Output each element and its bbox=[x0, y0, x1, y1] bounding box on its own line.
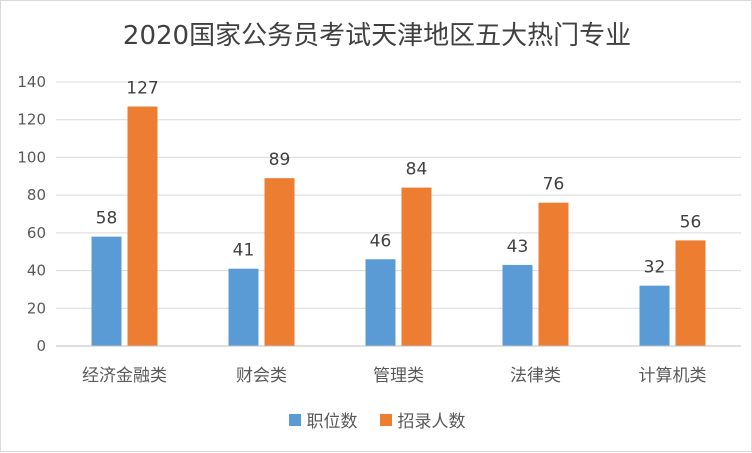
data-label-positions: 43 bbox=[507, 237, 529, 257]
y-tick-label: 60 bbox=[27, 224, 46, 242]
legend-label-recruits: 招录人数 bbox=[397, 412, 466, 432]
legend-item-recruits: 招录人数 bbox=[379, 407, 466, 432]
y-tick-label: 80 bbox=[27, 186, 46, 204]
bar-positions bbox=[228, 268, 259, 346]
bar-positions bbox=[639, 285, 670, 346]
bar-recruits bbox=[401, 187, 432, 346]
data-label-positions: 32 bbox=[644, 258, 666, 278]
bar-positions bbox=[365, 259, 396, 346]
y-tick-label: 120 bbox=[17, 111, 46, 129]
data-label-recruits: 89 bbox=[269, 150, 291, 170]
x-category-label: 计算机类 bbox=[639, 366, 707, 386]
x-category-label: 经济金融类 bbox=[82, 366, 167, 386]
legend-label-positions: 职位数 bbox=[306, 412, 358, 432]
data-label-positions: 58 bbox=[96, 209, 118, 229]
bar-positions bbox=[502, 264, 533, 346]
x-category-label: 财会类 bbox=[236, 366, 287, 386]
bar-positions bbox=[91, 236, 122, 346]
y-tick-label: 140 bbox=[17, 73, 46, 91]
bar-recruits bbox=[538, 202, 569, 346]
y-tick-label: 40 bbox=[27, 262, 46, 280]
data-label-positions: 46 bbox=[370, 231, 392, 251]
data-label-positions: 41 bbox=[233, 241, 255, 261]
x-category-label: 管理类 bbox=[373, 366, 424, 386]
bar-recruits bbox=[127, 106, 158, 346]
legend-swatch-positions bbox=[288, 413, 301, 426]
bar-recruits bbox=[675, 240, 706, 346]
data-label-recruits: 56 bbox=[680, 212, 702, 232]
y-tick-label: 100 bbox=[17, 148, 46, 166]
x-category-label: 法律类 bbox=[510, 366, 561, 386]
legend: 职位数 招录人数 bbox=[1, 407, 752, 432]
data-label-recruits: 76 bbox=[543, 175, 565, 195]
bar-recruits bbox=[264, 178, 295, 346]
y-tick-label: 0 bbox=[36, 337, 46, 355]
data-label-recruits: 84 bbox=[406, 160, 428, 180]
data-label-recruits: 127 bbox=[126, 79, 158, 99]
y-tick-label: 20 bbox=[27, 299, 46, 317]
legend-swatch-recruits bbox=[379, 413, 392, 426]
chart-title: 2020国家公务员考试天津地区五大热门专业 bbox=[122, 21, 632, 51]
legend-item-positions: 职位数 bbox=[288, 407, 358, 432]
